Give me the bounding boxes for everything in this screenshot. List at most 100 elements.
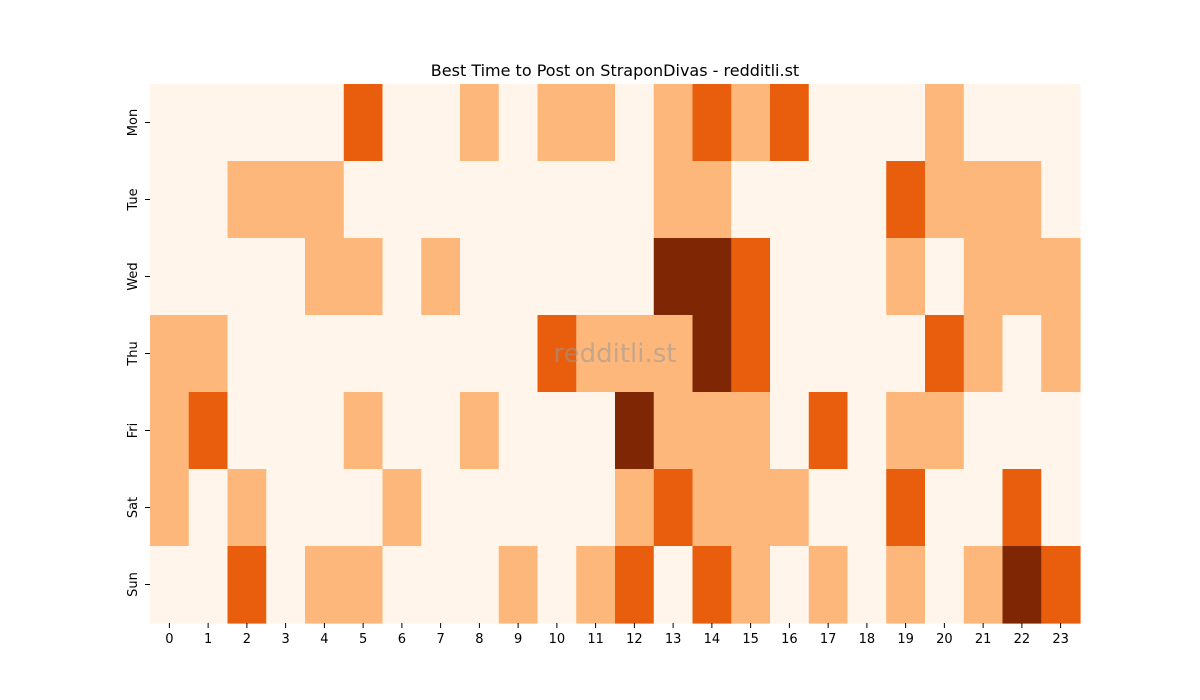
heatmap-cell-sun-22 bbox=[1002, 546, 1042, 624]
heatmap-cell-sat-7 bbox=[421, 469, 461, 547]
heatmap-cell-sat-8 bbox=[460, 469, 500, 547]
heatmap-cell-wed-12 bbox=[615, 238, 655, 316]
y-axis: Mon Tue Wed Thu Fri Sat Sun bbox=[126, 109, 150, 597]
heatmap-cell-wed-4 bbox=[305, 238, 345, 316]
heatmap-cell-sat-13 bbox=[653, 469, 694, 547]
heatmap-cell-sun-23 bbox=[1041, 546, 1081, 624]
heatmap-cell-sat-14 bbox=[692, 469, 732, 547]
heatmap-cell-fri-11 bbox=[576, 392, 616, 470]
heatmap-cell-sun-10 bbox=[537, 546, 577, 624]
heatmap-cell-wed-15 bbox=[731, 238, 771, 316]
heatmap-cell-sun-0 bbox=[150, 546, 190, 624]
heatmap-cell-tue-11 bbox=[576, 161, 616, 239]
heatmap-cell-sun-9 bbox=[498, 546, 539, 624]
heatmap-cell-sun-8 bbox=[460, 546, 500, 624]
heatmap-cell-tue-20 bbox=[925, 161, 965, 239]
x-tick-label-10: 10 bbox=[549, 632, 566, 647]
heatmap-cell-wed-14 bbox=[692, 238, 732, 316]
heatmap-cell-tue-5 bbox=[343, 161, 384, 239]
x-tick-label-2: 2 bbox=[243, 632, 251, 647]
heatmap-cell-mon-12 bbox=[615, 84, 655, 162]
heatmap-cell-tue-9 bbox=[498, 161, 539, 239]
heatmap-cell-sat-23 bbox=[1041, 469, 1081, 547]
heatmap-cell-mon-11 bbox=[576, 84, 616, 162]
x-tick-label-7: 7 bbox=[436, 632, 444, 647]
heatmap-cell-sun-21 bbox=[963, 546, 1004, 624]
heatmap-cell-sun-17 bbox=[808, 546, 849, 624]
heatmap-cell-fri-16 bbox=[770, 392, 810, 470]
heatmap-cell-tue-1 bbox=[188, 161, 229, 239]
heatmap-cell-wed-2 bbox=[227, 238, 267, 316]
heatmap-cell-sun-15 bbox=[731, 546, 771, 624]
x-tick-label-20: 20 bbox=[936, 632, 953, 647]
heatmap-cell-thu-14 bbox=[692, 315, 732, 393]
x-tick-label-23: 23 bbox=[1052, 632, 1069, 647]
heatmap-cell-wed-22 bbox=[1002, 238, 1042, 316]
heatmap-cell-fri-21 bbox=[963, 392, 1004, 470]
heatmap-cell-thu-18 bbox=[847, 315, 887, 393]
heatmap-cell-fri-0 bbox=[150, 392, 190, 470]
heatmap-cell-sat-11 bbox=[576, 469, 616, 547]
heatmap-cell-sat-18 bbox=[847, 469, 887, 547]
x-tick-label-5: 5 bbox=[359, 632, 367, 647]
heatmap-cell-thu-16 bbox=[770, 315, 810, 393]
heatmap-cell-fri-6 bbox=[382, 392, 422, 470]
heatmap-cell-thu-0 bbox=[150, 315, 190, 393]
heatmap-cell-sat-5 bbox=[343, 469, 384, 547]
heatmap-cell-fri-4 bbox=[305, 392, 345, 470]
heatmap-cell-wed-17 bbox=[808, 238, 849, 316]
x-tick-label-18: 18 bbox=[859, 632, 876, 647]
heatmap-cell-tue-21 bbox=[963, 161, 1004, 239]
heatmap-cell-wed-23 bbox=[1041, 238, 1081, 316]
x-tick-label-1: 1 bbox=[204, 632, 212, 647]
heatmap-cell-wed-6 bbox=[382, 238, 422, 316]
heatmap-cell-mon-19 bbox=[886, 84, 926, 162]
heatmap-cell-sat-3 bbox=[266, 469, 306, 547]
y-tick-label-wed: Wed bbox=[126, 262, 141, 290]
heatmap-cell-fri-14 bbox=[692, 392, 732, 470]
chart-title: Best Time to Post on StraponDivas - redd… bbox=[431, 61, 799, 80]
heatmap-cell-thu-13 bbox=[653, 315, 694, 393]
heatmap-cell-thu-8 bbox=[460, 315, 500, 393]
heatmap-cell-tue-4 bbox=[305, 161, 345, 239]
heatmap-cell-sat-15 bbox=[731, 469, 771, 547]
heatmap-cell-sat-17 bbox=[808, 469, 849, 547]
heatmap-cell-sat-2 bbox=[227, 469, 267, 547]
x-tick-label-8: 8 bbox=[475, 632, 483, 647]
heatmap-cell-sun-13 bbox=[653, 546, 694, 624]
heatmap-cell-thu-19 bbox=[886, 315, 926, 393]
heatmap-cell-thu-17 bbox=[808, 315, 849, 393]
heatmap-cell-sat-0 bbox=[150, 469, 190, 547]
heatmap-cell-mon-6 bbox=[382, 84, 422, 162]
heatmap-cell-sun-3 bbox=[266, 546, 306, 624]
x-tick-label-6: 6 bbox=[398, 632, 406, 647]
heatmap-cell-sun-11 bbox=[576, 546, 616, 624]
heatmap-cell-mon-20 bbox=[925, 84, 965, 162]
y-tick-label-sat: Sat bbox=[126, 497, 141, 518]
heatmap-cell-sun-7 bbox=[421, 546, 461, 624]
heatmap-cell-thu-7 bbox=[421, 315, 461, 393]
heatmap-cell-mon-7 bbox=[421, 84, 461, 162]
x-tick-label-4: 4 bbox=[320, 632, 328, 647]
heatmap-cell-wed-13 bbox=[653, 238, 694, 316]
heatmap-cell-wed-11 bbox=[576, 238, 616, 316]
x-tick-label-3: 3 bbox=[281, 632, 289, 647]
heatmap-cell-fri-1 bbox=[188, 392, 229, 470]
x-tick-label-0: 0 bbox=[165, 632, 173, 647]
x-tick-label-17: 17 bbox=[820, 632, 837, 647]
heatmap-cell-sat-20 bbox=[925, 469, 965, 547]
heatmap-cell-wed-9 bbox=[498, 238, 539, 316]
heatmap-cell-wed-5 bbox=[343, 238, 384, 316]
heatmap-cell-thu-20 bbox=[925, 315, 965, 393]
heatmap-cell-mon-13 bbox=[653, 84, 694, 162]
heatmap-cell-mon-15 bbox=[731, 84, 771, 162]
heatmap-cell-fri-5 bbox=[343, 392, 384, 470]
heatmap-cell-wed-3 bbox=[266, 238, 306, 316]
heatmap-cell-fri-9 bbox=[498, 392, 539, 470]
heatmap-cell-fri-12 bbox=[615, 392, 655, 470]
heatmap-cell-fri-8 bbox=[460, 392, 500, 470]
heatmap-cell-sat-12 bbox=[615, 469, 655, 547]
heatmap-cell-sat-19 bbox=[886, 469, 926, 547]
heatmap-cell-sat-4 bbox=[305, 469, 345, 547]
